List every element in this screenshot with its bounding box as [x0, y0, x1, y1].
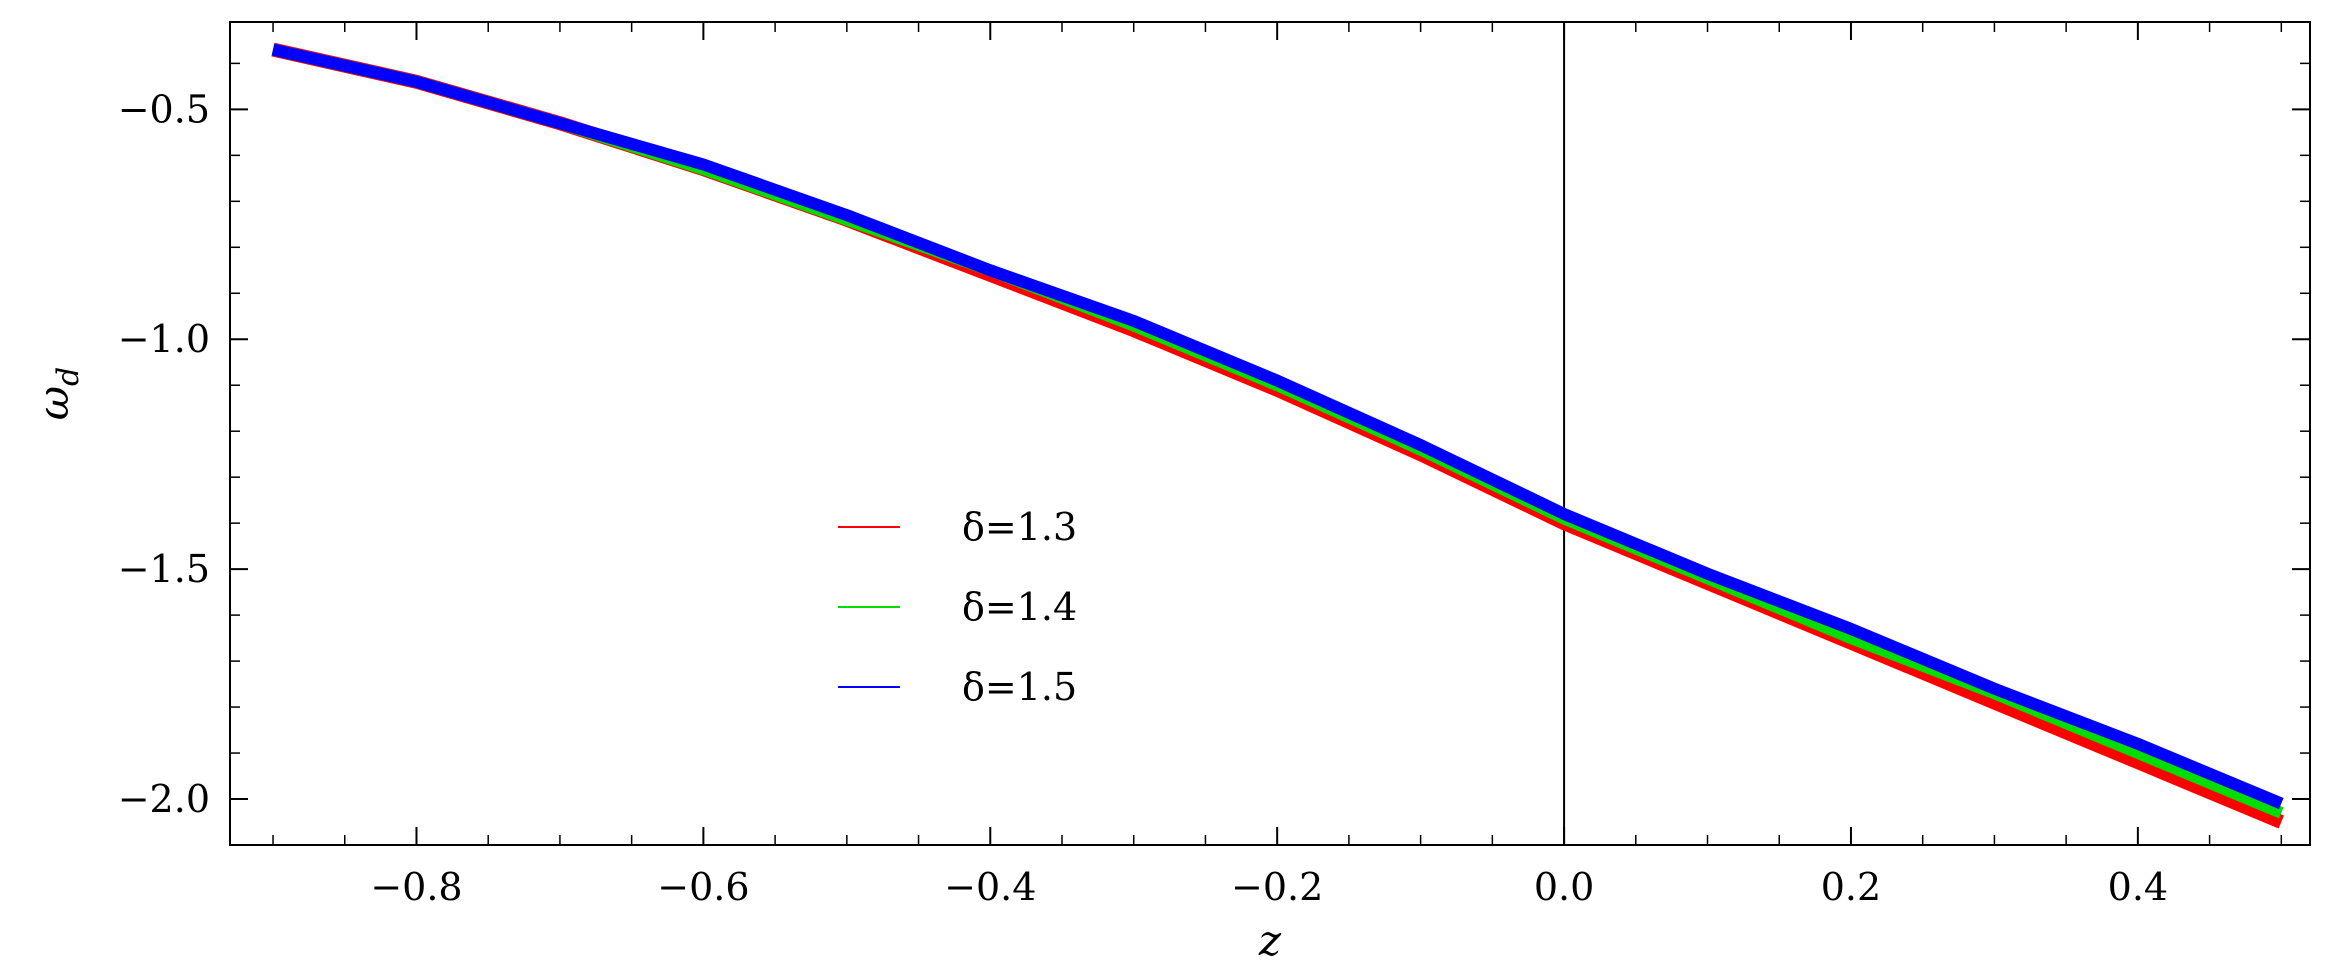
legend-label-2: δ=1.4 — [962, 585, 1077, 629]
x-tick-label: −0.6 — [657, 865, 749, 909]
series-layer — [271, 42, 2284, 829]
x-tick-label: −0.8 — [370, 865, 462, 909]
plot-frame — [229, 21, 2311, 846]
series-line-1 — [271, 42, 2284, 829]
y-axis-label-subscript: d — [51, 367, 86, 386]
x-tick-label: 0.4 — [2108, 865, 2168, 909]
y-tick-label: −1.0 — [118, 317, 210, 361]
y-tick-label: −0.5 — [118, 87, 210, 131]
x-axis-label: z — [1258, 916, 1282, 965]
legend-label-1: δ=1.3 — [962, 505, 1077, 549]
ticks-layer — [230, 22, 2310, 846]
x-tick-label: −0.2 — [1231, 865, 1323, 909]
y-axis-label-main: ω — [29, 386, 78, 420]
y-tick-label: −1.5 — [118, 547, 210, 591]
series-line-3 — [271, 43, 2284, 810]
x-tick-label: −0.4 — [944, 865, 1036, 909]
x-tick-label: 0.2 — [1821, 865, 1881, 909]
legend-label-3: δ=1.5 — [962, 665, 1077, 709]
y-tick-label: −2.0 — [118, 777, 210, 821]
y-axis-label: ωd — [29, 367, 86, 420]
legend: δ=1.3 δ=1.4 δ=1.5 — [838, 505, 1077, 709]
x-tick-label: 0.0 — [1534, 865, 1594, 909]
